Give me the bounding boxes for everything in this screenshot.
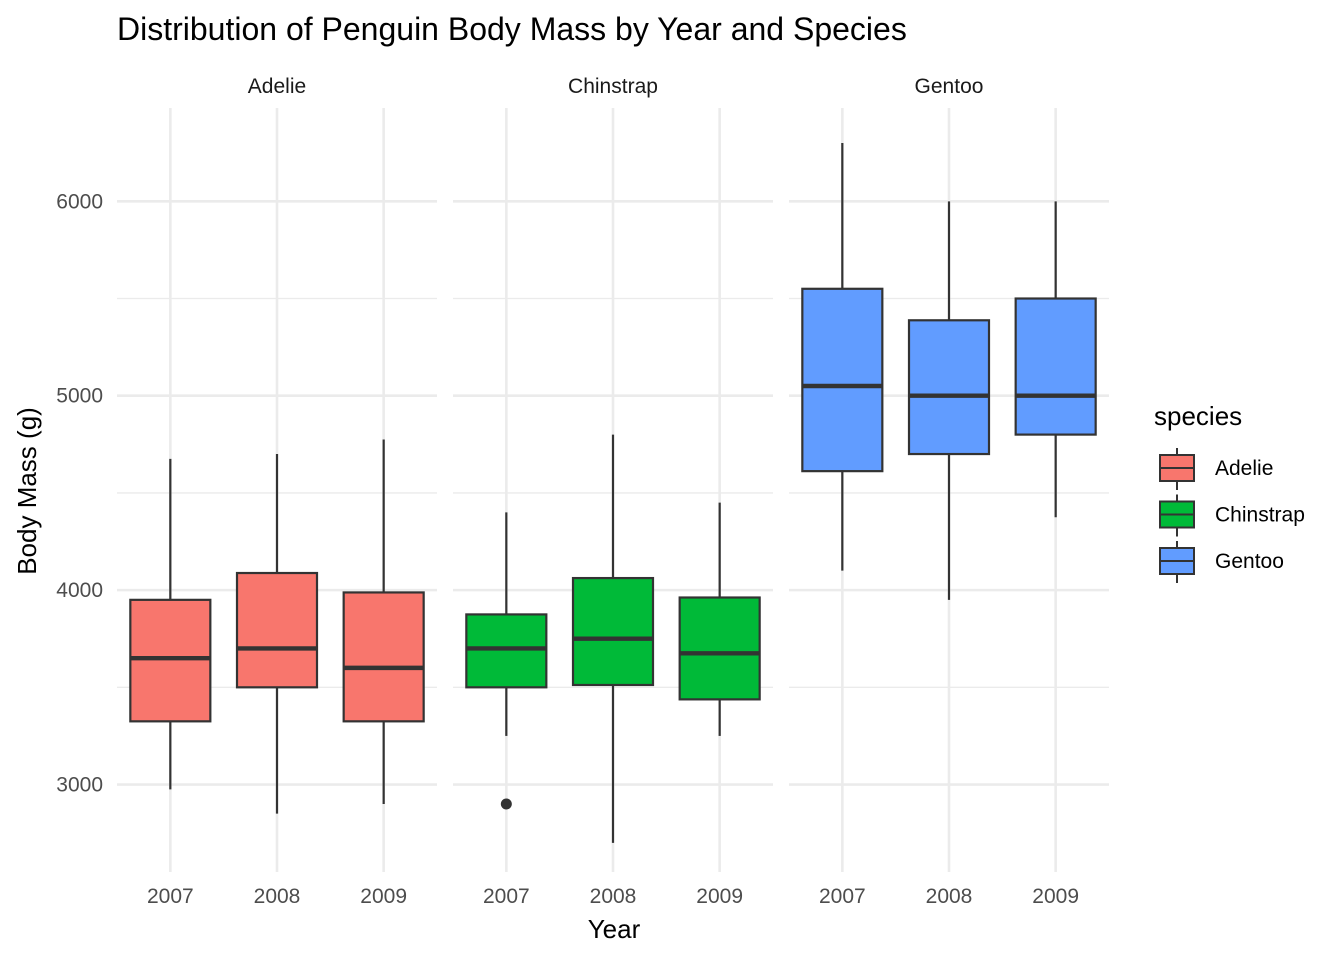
legend-label: Gentoo	[1215, 550, 1284, 573]
x-tick-label: 2009	[696, 885, 743, 908]
box-body	[907, 319, 991, 456]
strip-label-gentoo: Gentoo	[915, 75, 984, 98]
x-tick-label: 2007	[483, 885, 530, 908]
box-chinstrap-2008	[571, 434, 655, 843]
box-body	[678, 596, 761, 701]
y-tick-label: 3000	[56, 774, 103, 797]
x-tick-label: 2009	[1032, 885, 1079, 908]
x-tick-label: 2009	[360, 885, 407, 908]
legend: species Adelie Chinstrap Gentoo	[1154, 401, 1305, 583]
x-tick-label: 2007	[819, 885, 866, 908]
panel-gentoo: Gentoo 2007 2008 2009	[789, 75, 1109, 908]
box-gentoo-2008	[907, 201, 991, 600]
legend-key-chinstrap: Chinstrap	[1159, 494, 1305, 537]
box-body	[571, 576, 655, 687]
box-body	[1014, 297, 1097, 436]
y-tick-label: 6000	[56, 190, 103, 213]
x-tick-label: 2008	[254, 885, 301, 908]
box-adelie-2007	[129, 458, 212, 790]
box-chinstrap-2007	[465, 512, 548, 810]
box-gentoo-2009	[1014, 201, 1097, 518]
panel-chinstrap: Chinstrap 2007 2008 2009	[453, 75, 773, 908]
legend-key-gentoo: Gentoo	[1159, 541, 1284, 583]
box-body	[342, 591, 425, 723]
box-body	[465, 613, 548, 689]
x-axis-label: Year	[588, 914, 641, 944]
y-axis-label: Body Mass (g)	[12, 407, 42, 575]
box-adelie-2009	[342, 439, 425, 804]
strip-label-chinstrap: Chinstrap	[568, 75, 658, 98]
x-tick-label: 2008	[590, 885, 637, 908]
panel-adelie: Adelie 2007 2008 2009	[117, 75, 437, 908]
y-tick-label: 4000	[56, 579, 103, 602]
box-adelie-2008	[235, 454, 319, 814]
box-gentoo-2007	[801, 142, 884, 571]
legend-label: Adelie	[1215, 457, 1273, 480]
box-body	[801, 287, 884, 473]
legend-key-adelie: Adelie	[1159, 448, 1273, 490]
outlier-point	[500, 798, 512, 810]
x-tick-label: 2007	[147, 885, 194, 908]
legend-title: species	[1154, 401, 1242, 431]
x-tick-label: 2008	[926, 885, 973, 908]
y-tick-label: 5000	[56, 385, 103, 408]
box-body	[235, 571, 319, 689]
chart-title: Distribution of Penguin Body Mass by Yea…	[117, 11, 907, 47]
y-axis: 3000 4000 5000 6000	[56, 190, 103, 796]
box-chinstrap-2009	[678, 502, 761, 736]
strip-label-adelie: Adelie	[248, 75, 306, 98]
legend-label: Chinstrap	[1215, 504, 1305, 527]
box-body	[129, 598, 212, 723]
